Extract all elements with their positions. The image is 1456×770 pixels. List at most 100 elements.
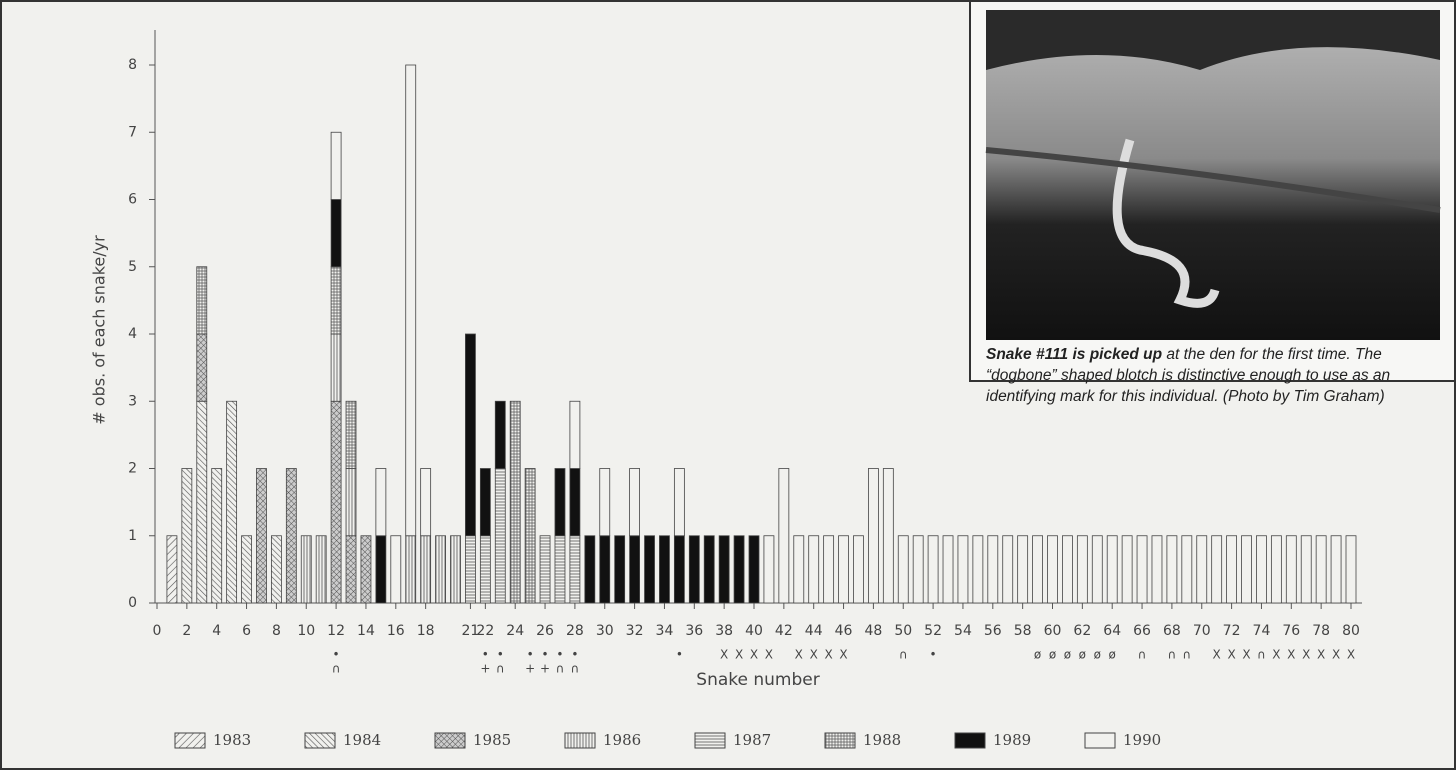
x-tick-label: 38: [715, 623, 733, 639]
snake-annotation: X: [1213, 648, 1221, 662]
bar-segment: [465, 334, 475, 536]
bar-segment: [331, 401, 341, 603]
y-tick-label: 3: [128, 393, 137, 409]
y-tick-label: 5: [128, 259, 137, 275]
bar-segment: [1033, 536, 1043, 603]
snake-annotation: +: [525, 662, 535, 676]
bar-segment: [391, 536, 401, 603]
bar-segment: [883, 469, 893, 604]
bar-segment: [421, 469, 431, 536]
snake-annotation: ∩: [1138, 648, 1147, 662]
snake-annotation: X: [1302, 648, 1310, 662]
snake-annotation: •: [542, 648, 549, 662]
bar-segment: [1286, 536, 1296, 603]
x-tick-label: 80: [1342, 623, 1360, 639]
y-tick-label: 6: [128, 192, 137, 208]
bar-segment: [943, 536, 953, 603]
bar-segment: [764, 536, 774, 603]
x-tick-label: 16: [387, 623, 405, 639]
legend-swatch: [1085, 733, 1115, 748]
bar-segment: [1077, 536, 1087, 603]
bar-segment: [271, 536, 281, 603]
bar-segment: [242, 536, 252, 603]
x-tick-label: 30: [596, 623, 614, 639]
snake-annotation: ∩: [496, 662, 505, 676]
bar-segment: [331, 267, 341, 334]
legend-label: 1987: [733, 731, 771, 749]
bar-segment: [167, 536, 177, 603]
snake-annotation: ∩: [1182, 648, 1191, 662]
snake-annotation: X: [765, 648, 773, 662]
legend-swatch: [695, 733, 725, 748]
bar-segment: [465, 536, 475, 603]
snake-annotation: X: [825, 648, 833, 662]
bar-segment: [376, 469, 386, 536]
snake-annotation: X: [1332, 648, 1340, 662]
bar-segment: [376, 536, 386, 603]
bar-segment: [1346, 536, 1356, 603]
bar-segment: [182, 469, 192, 604]
legend-label: 1983: [213, 731, 251, 749]
bar-segment: [689, 536, 699, 603]
bar-segment: [1316, 536, 1326, 603]
bar-segment: [1167, 536, 1177, 603]
x-tick-label: 48: [864, 623, 882, 639]
bar-segment: [570, 401, 580, 468]
x-tick-label: 32: [626, 623, 644, 639]
bar-segment: [1242, 536, 1252, 603]
snake-annotation: +: [540, 662, 550, 676]
bar-segment: [361, 536, 371, 603]
x-tick-label: 70: [1193, 623, 1211, 639]
legend-swatch: [175, 733, 205, 748]
snake-annotation: ∩: [899, 648, 908, 662]
bar-segment: [1092, 536, 1102, 603]
snake-annotation: •: [497, 648, 504, 662]
bar-segment: [1062, 536, 1072, 603]
bar-segment: [406, 65, 416, 536]
x-tick-label: 0: [153, 623, 162, 639]
snake-annotation: +: [480, 662, 490, 676]
photo-caption: Snake #111 is picked up at the den for t…: [986, 344, 1442, 407]
snake-annotation: ∩: [332, 662, 341, 676]
bar-segment: [809, 536, 819, 603]
snake-annotation: •: [482, 648, 489, 662]
x-tick-label: 66: [1133, 623, 1151, 639]
bar-segment: [1182, 536, 1192, 603]
bar-segment: [555, 469, 565, 536]
x-tick-label: 22: [476, 623, 494, 639]
x-tick-label: 76: [1282, 623, 1300, 639]
bar-segment: [794, 536, 804, 603]
snake-annotation: X: [810, 648, 818, 662]
x-tick-label: 74: [1253, 623, 1271, 639]
snake-annotation: X: [1287, 648, 1295, 662]
bar-segment: [719, 536, 729, 603]
bar-segment: [1212, 536, 1222, 603]
bar-segment: [570, 536, 580, 603]
bar-segment: [1331, 536, 1341, 603]
bar-segment: [988, 536, 998, 603]
snake-annotation: ∩: [556, 662, 565, 676]
bar-segment: [645, 536, 655, 603]
snake-annotation: X: [735, 648, 743, 662]
x-tick-label: 50: [894, 623, 912, 639]
x-tick-label: 52: [924, 623, 942, 639]
bar-segment: [346, 536, 356, 603]
x-tick-label: 72: [1223, 623, 1241, 639]
bar-segment: [853, 536, 863, 603]
bar-segment: [659, 536, 669, 603]
x-tick-label: 6: [242, 623, 251, 639]
snake-annotation: ø: [1034, 648, 1041, 662]
bar-segment: [1197, 536, 1207, 603]
bar-segment: [1227, 536, 1237, 603]
legend-label: 1989: [993, 731, 1031, 749]
bar-segment: [1018, 536, 1028, 603]
x-tick-label: 18: [417, 623, 435, 639]
bar-segment: [1256, 536, 1266, 603]
snake-annotation: •: [676, 648, 683, 662]
snake-annotation: ∩: [1257, 648, 1266, 662]
snake-annotation: X: [720, 648, 728, 662]
bar-segment: [868, 469, 878, 604]
x-tick-label: 14: [357, 623, 375, 639]
bar-segment: [1137, 536, 1147, 603]
bar-segment: [615, 536, 625, 603]
